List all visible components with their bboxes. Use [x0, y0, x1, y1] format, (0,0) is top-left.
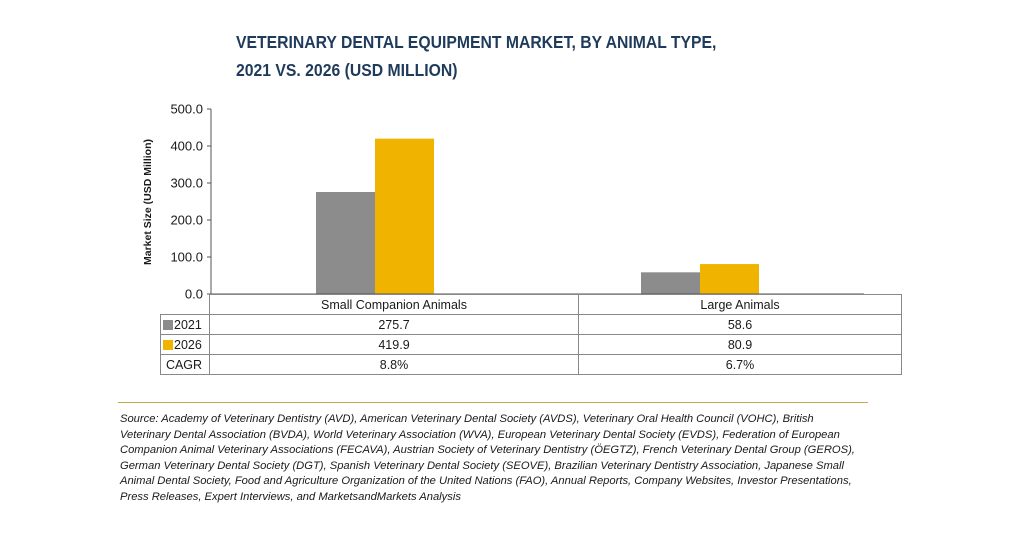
cagr-value: 8.8%: [209, 354, 579, 375]
category-label: Large Animals: [578, 294, 902, 315]
table-corner: [161, 295, 210, 315]
legend-label: 2026: [174, 337, 202, 352]
chart-title-line-2: 2021 VS. 2026 (USD MILLION): [236, 60, 458, 80]
y-tick-label: 100.0: [170, 250, 203, 265]
data-table: Small Companion Animals Large Animals 20…: [160, 294, 902, 375]
cagr-value: 6.7%: [578, 354, 902, 375]
chart-title-line-1: VETERINARY DENTAL EQUIPMENT MARKET, BY A…: [236, 32, 717, 52]
chart-title: VETERINARY DENTAL EQUIPMENT MARKET, BY A…: [236, 28, 716, 84]
legend-swatch-2026: [163, 339, 173, 350]
bar-2026: [375, 138, 434, 294]
legend-label: 2021: [174, 317, 202, 332]
legend-entry-2026: 2026: [160, 334, 210, 355]
table-row-2026: 2026 419.9 80.9: [160, 334, 902, 355]
data-label: 80.9: [578, 334, 902, 355]
data-label: 419.9: [209, 334, 579, 355]
table-row-2021: 2021 275.7 58.6: [160, 314, 902, 335]
y-tick-label: 200.0: [170, 213, 203, 228]
source-divider: [118, 402, 868, 403]
table-row-cagr: CAGR 8.8% 6.7%: [160, 354, 902, 375]
y-tick-label: 0.0: [185, 287, 203, 301]
bar-chart: 0.0 100.0 200.0 300.0 400.0 500.0: [170, 102, 864, 301]
bar-2021: [316, 191, 375, 294]
legend-entry-2021: 2021: [160, 314, 210, 335]
y-tick-label: 500.0: [170, 102, 203, 117]
data-label: 58.6: [578, 314, 902, 335]
legend-swatch-2021: [163, 319, 173, 330]
y-tick-label: 300.0: [170, 176, 203, 191]
source-note: Source: Academy of Veterinary Dentistry …: [120, 413, 855, 503]
data-label: 275.7: [209, 314, 579, 335]
category-label: Small Companion Animals: [209, 294, 579, 315]
y-tick-label: 400.0: [170, 139, 203, 154]
bar-2026: [700, 264, 759, 294]
table-header-row: Small Companion Animals Large Animals: [161, 294, 902, 315]
bar-2021: [641, 272, 700, 294]
cagr-label: CAGR: [160, 354, 210, 375]
